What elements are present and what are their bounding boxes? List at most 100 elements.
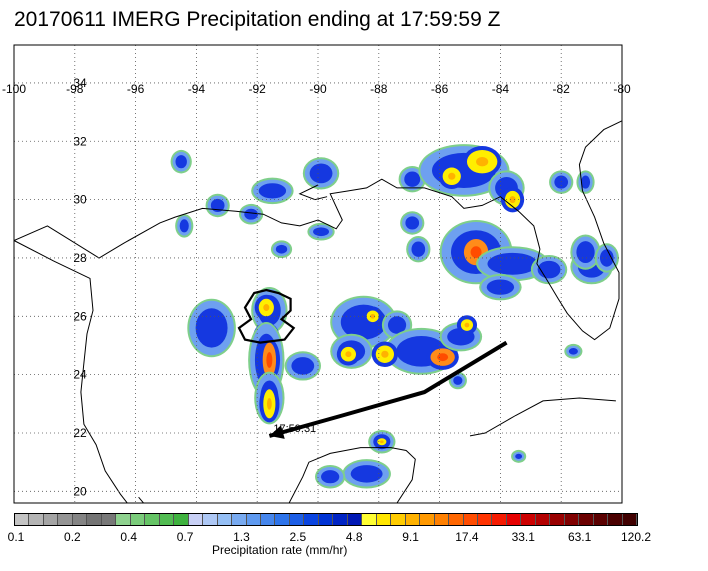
colorbar-swatch [232,514,247,525]
colorbar-swatch [174,514,189,525]
coastline-segment [14,240,128,503]
colorbar-swatch [203,514,218,525]
colorbar-swatch [376,514,392,525]
longitude-tick-label: -88 [370,82,388,96]
longitude-tick-label: -82 [553,82,571,96]
rain-moderate [487,252,538,275]
rain-moderate [486,279,515,295]
colorbar-swatch [434,514,450,525]
colorbar-swatch [246,514,261,525]
longitude-tick-label: -98 [66,82,84,96]
colorbar-swatch [347,514,363,525]
longitude-tick-label: -94 [188,82,206,96]
colorbar-swatch [304,514,319,525]
colorbar-swatch [593,514,609,525]
colorbar-swatch [72,514,88,525]
latitude-tick-label: 24 [73,368,87,382]
colorbar-swatch [145,514,160,525]
colorbar-tick-label: 9.1 [402,530,419,544]
latitude-tick-label: 32 [73,134,87,148]
colorbar-swatch [506,514,522,525]
colorbar-swatch [391,514,406,525]
colorbar-swatch [492,514,507,525]
colorbar-swatch [362,514,377,525]
rain-moderate [175,155,187,169]
colorbar-swatch [188,514,204,525]
latitude-tick-label: 20 [73,484,87,498]
colorbar-swatch [87,514,102,525]
gridlines [14,45,622,503]
track-arrowhead [269,425,285,439]
colorbar-tick-label: 2.5 [289,530,307,544]
colorbar-swatch [420,514,435,525]
rain-intense [476,157,489,167]
coastline-segment [288,447,416,503]
rain-moderate [313,227,330,237]
colorbar-swatch [43,514,59,525]
colorbar-swatch [405,514,421,525]
rain-intense [266,397,272,410]
latitude-tick-label: 30 [73,193,87,207]
rain-moderate [387,316,407,334]
colorbar-swatch [29,514,44,525]
colorbar-tick-label: 4.8 [345,530,363,544]
colorbar-swatch [535,514,551,525]
rain-moderate [404,171,421,187]
rain-intense [509,196,516,204]
track-time-label: 17:59:31 [273,423,316,435]
rain-moderate [350,465,383,483]
rain-moderate [309,163,333,184]
rain-moderate [554,175,569,189]
rain-moderate [244,208,258,220]
coastline-segment [469,397,616,437]
colorbar [14,513,638,526]
colorbar-tick-label: 0.2 [64,530,81,544]
colorbar-swatch [449,514,464,525]
longitude-tick-label: -84 [492,82,510,96]
colorbar-tick-label: 1.3 [233,530,250,544]
rain-intense [345,351,352,358]
longitude-tick-label: -100 [2,82,26,96]
rain-intense [263,304,270,312]
rain-moderate [568,348,578,355]
latitude-tick-label: 26 [73,309,87,323]
rain-intense [381,350,389,358]
colorbar-swatch [101,514,117,525]
rain-intense [266,352,273,368]
colorbar-swatch [579,514,594,525]
colorbar-swatch [622,514,638,525]
colorbar-tick-label: 120.2 [620,530,652,544]
longitude-labels: -100 -98 -96 -94 -92 -90 -88 -86 -84 -82 -80 [2,82,631,96]
rain-moderate [179,219,189,233]
colorbar-tick-label: 17.4 [455,530,479,544]
latitude-tick-label: 22 [73,426,87,440]
colorbar-tick-label: 0.1 [7,530,25,544]
colorbar-swatch [521,514,536,525]
colorbar-swatch [130,514,146,525]
colorbar-swatch [217,514,233,525]
rain-moderate [258,183,287,199]
colorbar-swatch [275,514,290,525]
map-frame [13,44,623,504]
colorbar-tick-label: 0.7 [176,530,194,544]
colorbar-swatch [333,514,348,525]
rain-moderate [515,453,523,459]
colorbar-swatch [116,514,131,525]
colorbar-swatch [15,514,30,525]
colorbar-tick-label: 63.1 [567,530,592,544]
colorbar-swatch [318,514,334,525]
rain-moderate [210,198,225,213]
rain-moderate [275,244,288,254]
colorbar-swatch [58,514,73,525]
colorbar-tick-label: 0.4 [120,530,138,544]
colorbar-title: Precipitation rate (mm/hr) [212,543,348,557]
longitude-tick-label: -96 [127,82,145,96]
coastline [14,120,622,503]
rain-moderate [321,470,340,484]
rain-moderate [580,175,591,189]
latitude-tick-label: 28 [73,251,87,265]
rain-moderate [576,241,595,264]
latitude-labels: 20 22 24 26 28 30 32 34 [73,76,87,498]
colorbar-swatch [608,514,623,525]
